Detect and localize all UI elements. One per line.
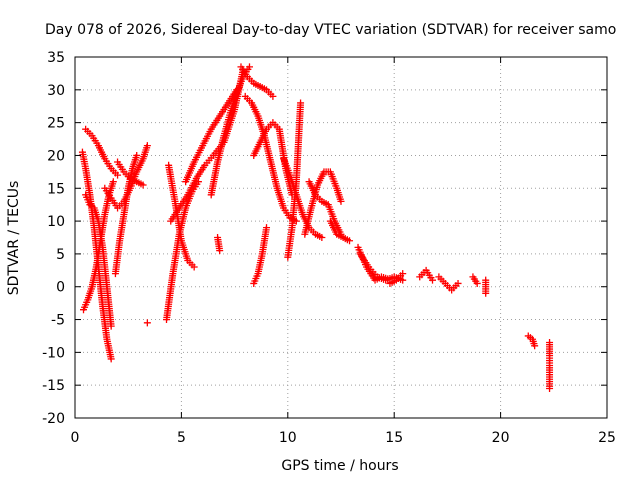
y-tick-label: 5: [56, 247, 65, 263]
y-axis-ticks: -20 -15 -10 -5 0 5 10 15 20 25 30 35: [42, 50, 607, 427]
series-arc-3: [82, 125, 122, 179]
y-tick-label: 25: [47, 116, 65, 132]
x-tick-label: 0: [71, 430, 80, 446]
x-tick-label: 15: [385, 430, 403, 446]
data-point: [337, 197, 345, 205]
series-arc-2: [78, 148, 115, 363]
series-arc-17: [250, 224, 271, 287]
series-arc-8: [163, 178, 202, 324]
data-point: [399, 270, 407, 278]
x-axis-ticks: 0 5 10 15 20 25: [71, 57, 616, 446]
data-point: [346, 237, 354, 245]
x-tick-label: 10: [279, 430, 297, 446]
data-point: [318, 234, 326, 241]
series-arc-18: [284, 99, 305, 261]
series-arc-30: [524, 332, 539, 350]
series-arc-26: [416, 266, 437, 284]
series-arc-4: [82, 191, 115, 330]
y-tick-label: 0: [56, 280, 65, 296]
series-arc-7: [114, 158, 147, 189]
y-tick-label: 35: [47, 50, 65, 66]
data-point: [139, 181, 147, 189]
data-point: [107, 355, 115, 363]
data-point: [109, 178, 117, 186]
data-point: [482, 276, 490, 284]
data-point: [245, 63, 253, 71]
series-arc-25: [386, 270, 407, 287]
data-point: [297, 99, 305, 107]
data-point: [531, 342, 539, 350]
y-tick-label: 20: [47, 148, 65, 164]
x-axis-label: GPS time / hours: [281, 458, 398, 474]
data-point: [546, 384, 554, 392]
data-point: [133, 151, 141, 159]
y-axis-label: SDTVAR / TECUs: [6, 181, 22, 296]
series-isolated-1: [143, 319, 151, 327]
y-tick-label: 10: [47, 214, 65, 230]
series-arc-22: [326, 217, 354, 245]
data-point: [216, 247, 224, 255]
y-tick-label: -15: [42, 378, 65, 394]
data-point: [143, 142, 151, 150]
series-arc-15: [250, 119, 296, 199]
y-tick-label: 30: [47, 83, 65, 99]
series-arc-24: [356, 250, 407, 284]
y-tick-label: -10: [42, 345, 65, 361]
data-point: [107, 322, 115, 330]
data-point: [114, 171, 122, 179]
data-point: [473, 279, 481, 287]
data-marks: [78, 63, 554, 392]
series-arc-19: [280, 155, 326, 241]
data-point: [429, 276, 437, 284]
y-tick-label: -20: [42, 411, 65, 427]
y-tick-label: -5: [51, 313, 65, 329]
series-arc-16: [241, 92, 300, 225]
series-arc-13: [214, 234, 224, 255]
y-tick-label: 15: [47, 181, 65, 197]
data-point: [263, 224, 271, 232]
x-tick-label: 5: [177, 430, 186, 446]
series-arc-29: [482, 276, 490, 297]
series-arc-31: [546, 339, 554, 392]
series-arc-14: [237, 63, 277, 100]
series-arc-5: [111, 151, 141, 278]
series-arc-27: [435, 273, 462, 294]
data-point: [190, 263, 198, 271]
data-point: [399, 276, 407, 284]
chart-title: Day 078 of 2026, Sidereal Day-to-day VTE…: [45, 22, 616, 38]
data-point: [143, 319, 151, 327]
data-point: [454, 279, 462, 287]
series-arc-11: [182, 86, 241, 186]
series-arc-6: [101, 142, 151, 212]
x-tick-label: 20: [492, 430, 510, 446]
series-arc-28: [469, 273, 481, 287]
plot-frame: [74, 56, 608, 419]
data-point: [269, 92, 277, 100]
x-tick-label: 25: [598, 430, 616, 446]
